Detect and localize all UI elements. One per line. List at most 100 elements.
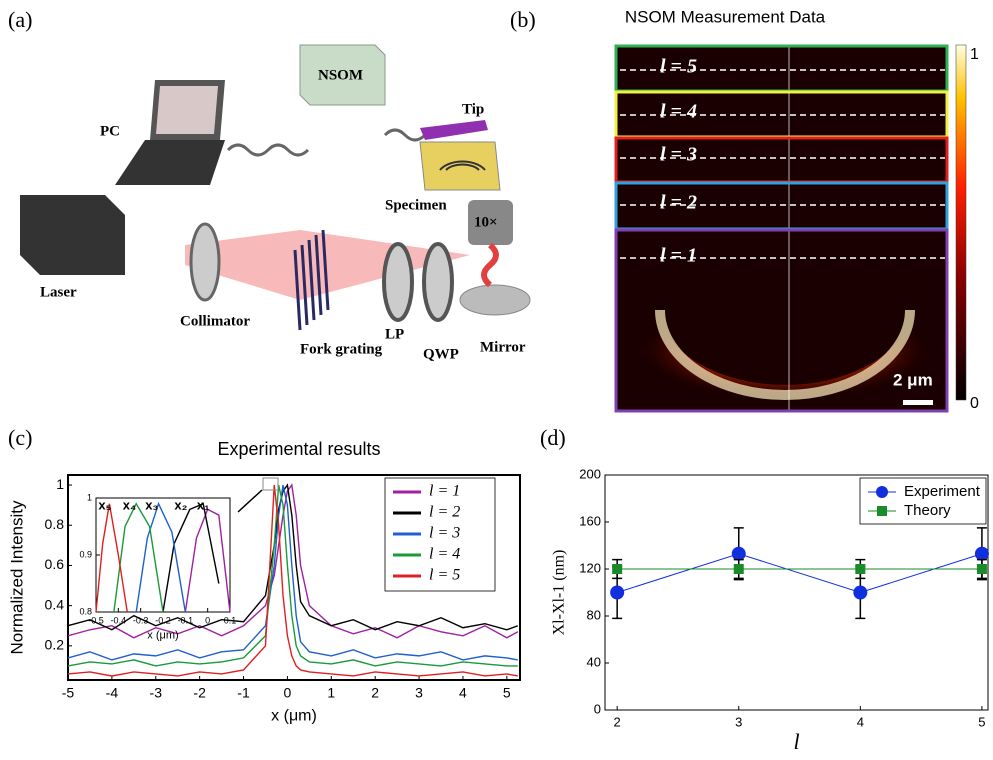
x-tick-label: 4 <box>857 714 864 729</box>
legend-box <box>859 477 987 525</box>
panel-label: (b) <box>510 7 536 32</box>
series-line <box>67 483 519 631</box>
peak-label: x₂ <box>174 497 187 512</box>
series-line <box>184 508 231 613</box>
series-line <box>113 502 164 613</box>
panel-label: (a) <box>8 7 32 32</box>
x-tick-label: -0.2 <box>155 615 171 625</box>
setup-label: Laser <box>40 284 77 300</box>
x-tick-label: 2 <box>614 714 621 729</box>
marker <box>733 564 744 574</box>
x-tick-label: 3 <box>735 714 742 729</box>
inset-marker <box>262 477 279 491</box>
series-line <box>95 503 128 613</box>
y-tick-label: 0.8 <box>45 516 65 532</box>
series-line <box>67 484 518 677</box>
y-tick-label: 160 <box>579 513 601 528</box>
y-axis-label: Xl-Xl-1 (nm) <box>551 550 568 636</box>
x-tick-label: 5 <box>978 714 985 729</box>
series-line <box>67 483 519 639</box>
panel-label: (d) <box>540 425 566 450</box>
y-tick-label: 1 <box>87 492 92 502</box>
x-tick-label: -0.4 <box>111 615 127 625</box>
setup-label: 10× <box>474 214 498 230</box>
legend-label: l = 1 <box>429 483 460 500</box>
x-tick-label: 4 <box>459 685 467 701</box>
scale-bar-label: 2 μm <box>893 370 933 389</box>
setup-diagram <box>20 44 531 331</box>
y-tick-label: 40 <box>587 654 601 669</box>
x-tick-label: -4 <box>106 685 119 701</box>
colorbar-tick: 0 <box>970 395 979 412</box>
x-tick-label: 0 <box>205 615 210 625</box>
setup-label: Fork grating <box>300 341 383 357</box>
y-tick-label: 120 <box>579 560 601 575</box>
series-line <box>162 502 220 613</box>
setup-label: QWP <box>423 346 459 362</box>
series-line <box>617 553 983 594</box>
x-axis-label: l <box>793 729 799 754</box>
y-tick-label: 80 <box>587 607 601 622</box>
marker <box>974 546 989 561</box>
marker <box>853 585 868 600</box>
chart-title: Experimental results <box>217 439 380 459</box>
x-tick-label: 3 <box>415 685 423 701</box>
legend-marker <box>877 506 887 516</box>
peak-label: x₃ <box>145 497 158 512</box>
row-label: l = 1 <box>660 245 697 267</box>
nsom-title: NSOM Measurement Data <box>625 7 826 26</box>
setup-label: Collimator <box>180 313 250 329</box>
legend-label: Theory <box>904 502 951 519</box>
x-tick-label: 1 <box>327 685 335 701</box>
legend-label: l = 3 <box>429 525 460 542</box>
marker <box>610 585 625 600</box>
x-axis-label: x (μm) <box>271 708 317 725</box>
x-tick-label: -0.5 <box>88 615 104 625</box>
legend-label: l = 2 <box>429 504 460 521</box>
x-tick-label: 5 <box>503 685 511 701</box>
row-label: l = 4 <box>660 101 697 123</box>
y-tick-label: 0.8 <box>79 606 92 616</box>
peak-label: x₄ <box>123 497 136 512</box>
x-tick-label: -0.3 <box>133 615 149 625</box>
legend-marker <box>876 486 888 498</box>
row-label: l = 5 <box>660 56 697 78</box>
x-tick-label: 0 <box>284 685 292 701</box>
peak-label: x₁ <box>197 497 210 512</box>
marker <box>976 564 987 574</box>
series-line <box>67 484 518 667</box>
setup-label: Mirror <box>480 339 526 355</box>
x-axis-label: x (μm) <box>147 629 178 641</box>
peak-label: x₅ <box>98 497 111 512</box>
legend-label: l = 4 <box>429 546 460 563</box>
y-tick-label: 0.4 <box>45 596 65 612</box>
marker <box>731 546 746 561</box>
x-tick-label: 0.1 <box>224 615 237 625</box>
marker <box>612 564 623 574</box>
y-tick-label: 1 <box>56 476 64 492</box>
legend-label: Experiment <box>904 483 981 500</box>
nsom-map <box>614 44 967 415</box>
setup-label: LP <box>385 326 404 342</box>
y-tick-label: 200 <box>579 466 601 481</box>
setup-label: NSOM <box>318 67 363 83</box>
colorbar-tick: 1 <box>970 46 979 63</box>
series-line <box>67 484 518 661</box>
row-label: l = 2 <box>660 192 697 214</box>
panel-label: (c) <box>8 425 32 450</box>
marker <box>855 564 866 574</box>
y-tick-label: 0.6 <box>45 556 65 572</box>
legend-label: l = 5 <box>429 567 460 584</box>
x-tick-label: -1 <box>237 685 250 701</box>
x-tick-label: 2 <box>371 685 379 701</box>
inset-arrow <box>237 489 263 513</box>
y-tick-label: 0.9 <box>79 549 92 559</box>
x-tick-label: -0.1 <box>178 615 194 625</box>
setup-label: Specimen <box>385 197 447 213</box>
y-axis-label: Normalized Intensity <box>7 500 26 655</box>
x-tick-label: -2 <box>193 685 206 701</box>
series-line <box>135 501 187 613</box>
y-tick-label: 0.2 <box>45 637 65 653</box>
